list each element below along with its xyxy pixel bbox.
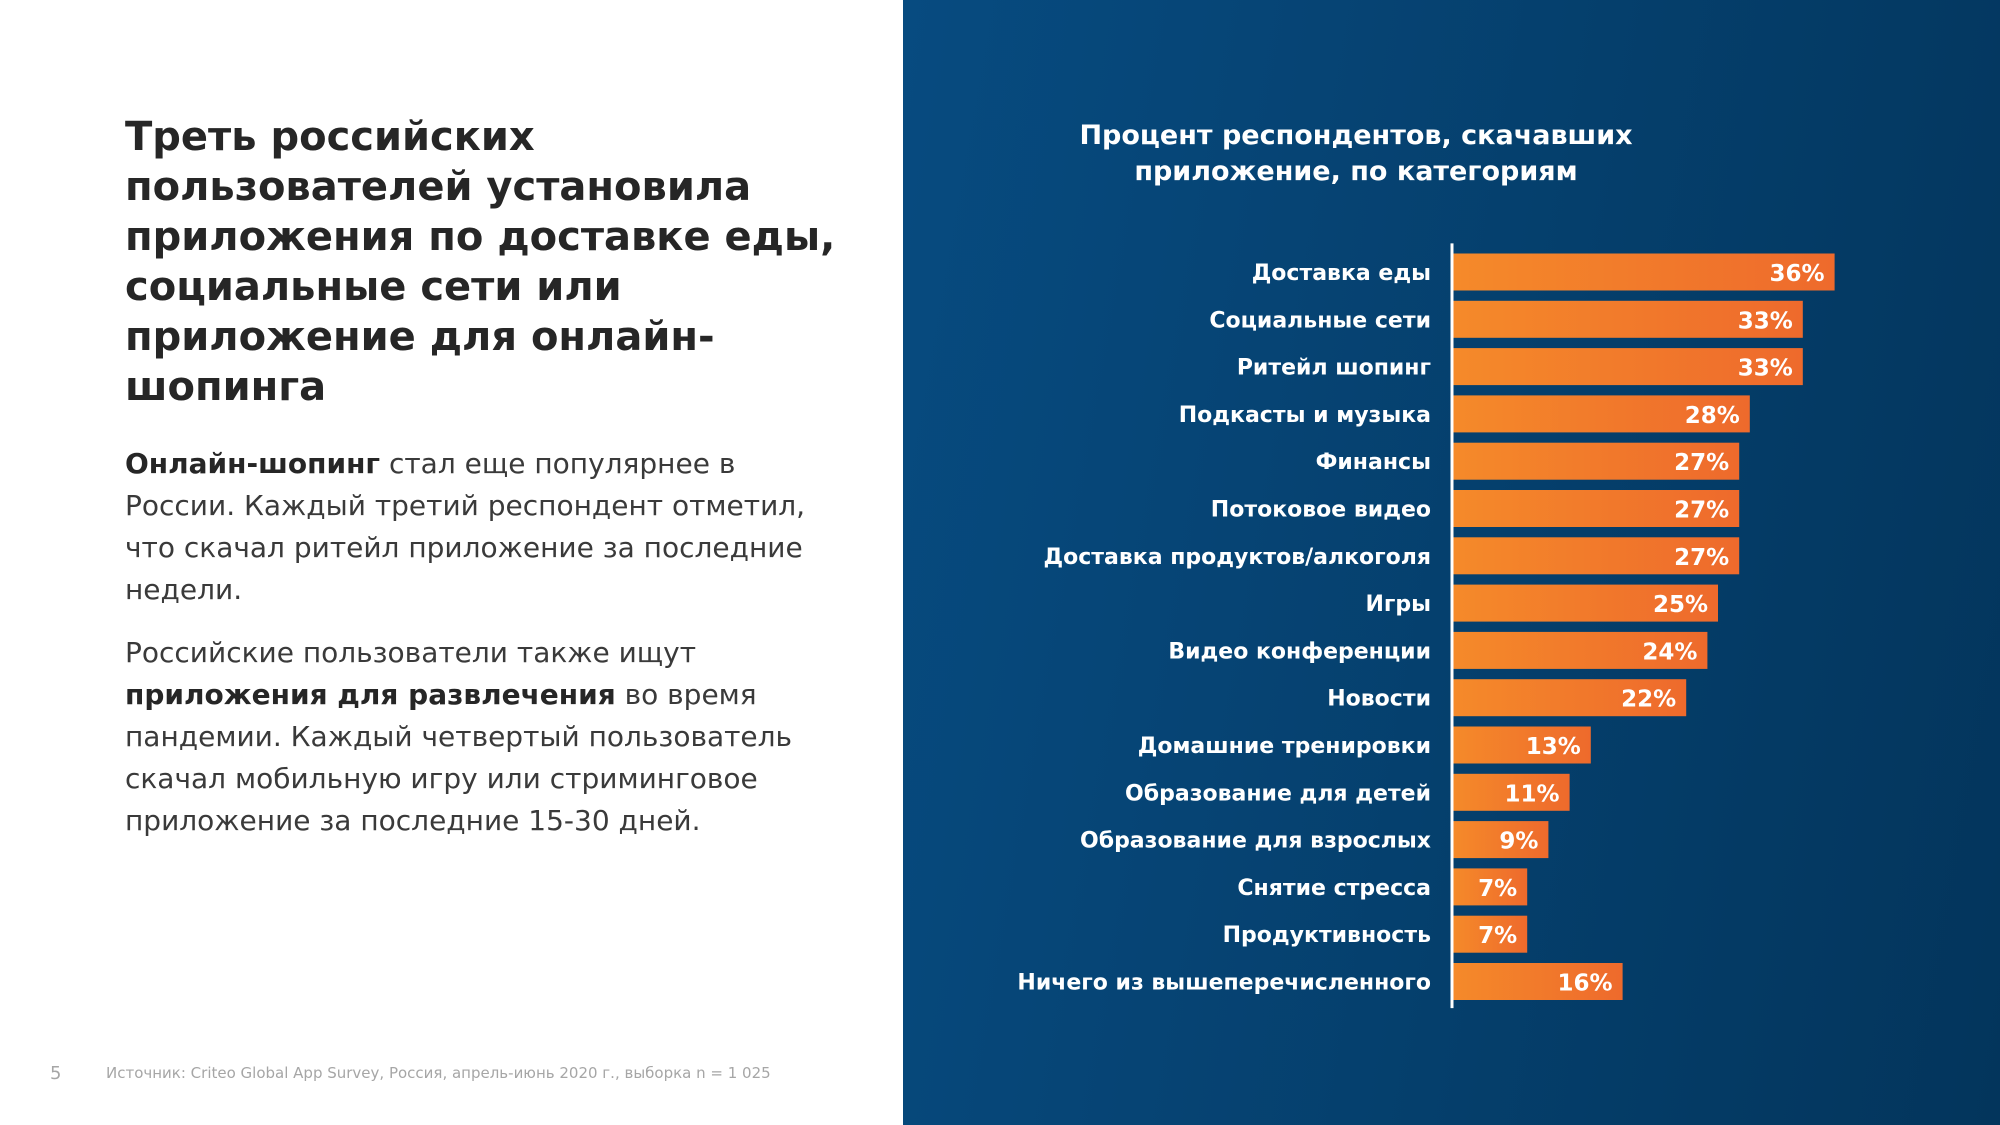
- bar-value-label: 27%: [1674, 450, 1729, 476]
- bar-value-label: 16%: [1558, 971, 1613, 997]
- bar-value-label: 22%: [1621, 687, 1676, 713]
- category-label: Видео конференции: [1168, 639, 1431, 664]
- category-label: Домашние тренировки: [1138, 734, 1431, 759]
- category-label: Потоковое видео: [1211, 498, 1431, 523]
- category-label: Образование для взрослых: [1080, 829, 1431, 854]
- bar: [1453, 726, 1591, 764]
- category-label: Новости: [1327, 687, 1431, 712]
- category-label: Доставка еды: [1252, 261, 1431, 286]
- paragraph-online-shopping: Онлайн-шопинг стал еще популярнее в Росс…: [125, 443, 825, 611]
- bar-value-label: 7%: [1478, 876, 1517, 902]
- bar-value-label: 27%: [1674, 545, 1729, 571]
- bar: [1453, 584, 1718, 622]
- paragraph-entertainment-pre: Российские пользователи также ищут: [125, 636, 697, 669]
- bar: [1453, 490, 1740, 527]
- bar: [1453, 679, 1687, 717]
- bar-value-label: 13%: [1526, 734, 1581, 760]
- bar-value-label: 33%: [1738, 308, 1793, 334]
- bar-value-label: 36%: [1770, 261, 1825, 287]
- bar-value-label: 11%: [1505, 781, 1560, 807]
- bar: [1453, 300, 1803, 338]
- category-label: Подкасты и музыка: [1179, 403, 1431, 428]
- page-headline: Треть российских пользователей установил…: [125, 114, 836, 410]
- paragraph-entertainment-bold: приложения для развлечения: [125, 678, 616, 711]
- paragraph-online-shopping-text: стал еще популярнее в России. Каждый тре…: [125, 447, 806, 606]
- bar: [1453, 631, 1708, 669]
- text-panel: Треть российских пользователей установил…: [0, 0, 903, 1125]
- bar-value-label: 25%: [1653, 592, 1708, 618]
- bar-value-label: 9%: [1499, 829, 1538, 855]
- bar: [1453, 915, 1528, 953]
- bar-value-label: 7%: [1478, 923, 1517, 949]
- bar: [1453, 442, 1740, 480]
- bar-value-label: 24%: [1642, 639, 1697, 665]
- source-note: Источник: Criteo Global App Survey, Росс…: [106, 1064, 771, 1082]
- paragraph-entertainment: Российские пользователи также ищут прило…: [125, 632, 825, 842]
- bar: [1453, 773, 1570, 811]
- category-label: Ничего из вышеперечисленного: [1017, 971, 1431, 996]
- bar-value-label: 27%: [1674, 498, 1729, 524]
- bar: [1453, 348, 1803, 386]
- category-label: Образование для детей: [1125, 781, 1431, 806]
- category-label: Социальные сети: [1209, 308, 1431, 333]
- paragraph-entertainment-text: во время пандемии. Каждый четвертый поль…: [125, 678, 793, 837]
- category-label: Финансы: [1316, 450, 1431, 475]
- category-label: Игры: [1365, 592, 1431, 617]
- bar-value-label: 28%: [1685, 403, 1740, 429]
- bar: [1453, 537, 1740, 575]
- category-label: Продуктивность: [1223, 923, 1431, 948]
- chart-panel: Процент респондентов, скачавших приложен…: [903, 0, 2000, 1125]
- bar: [1453, 868, 1528, 906]
- category-label: Снятие стресса: [1237, 876, 1431, 901]
- bar: [1453, 395, 1750, 433]
- bar: [1453, 821, 1549, 859]
- chart-title: Процент респондентов, скачавших приложен…: [1079, 120, 1633, 187]
- bar-value-label: 33%: [1738, 356, 1793, 382]
- bar-chart: Доставка еды 36% Социальные сети 33% Ритейл …: [1017, 243, 1835, 1009]
- bar: [1453, 963, 1623, 1000]
- page-number: 5: [50, 1063, 62, 1084]
- category-label: Доставка продуктов/алкоголя: [1044, 545, 1431, 570]
- paragraph-online-shopping-bold: Онлайн-шопинг: [125, 447, 381, 480]
- bar: [1453, 253, 1835, 291]
- category-label: Ритейл шопинг: [1237, 356, 1431, 381]
